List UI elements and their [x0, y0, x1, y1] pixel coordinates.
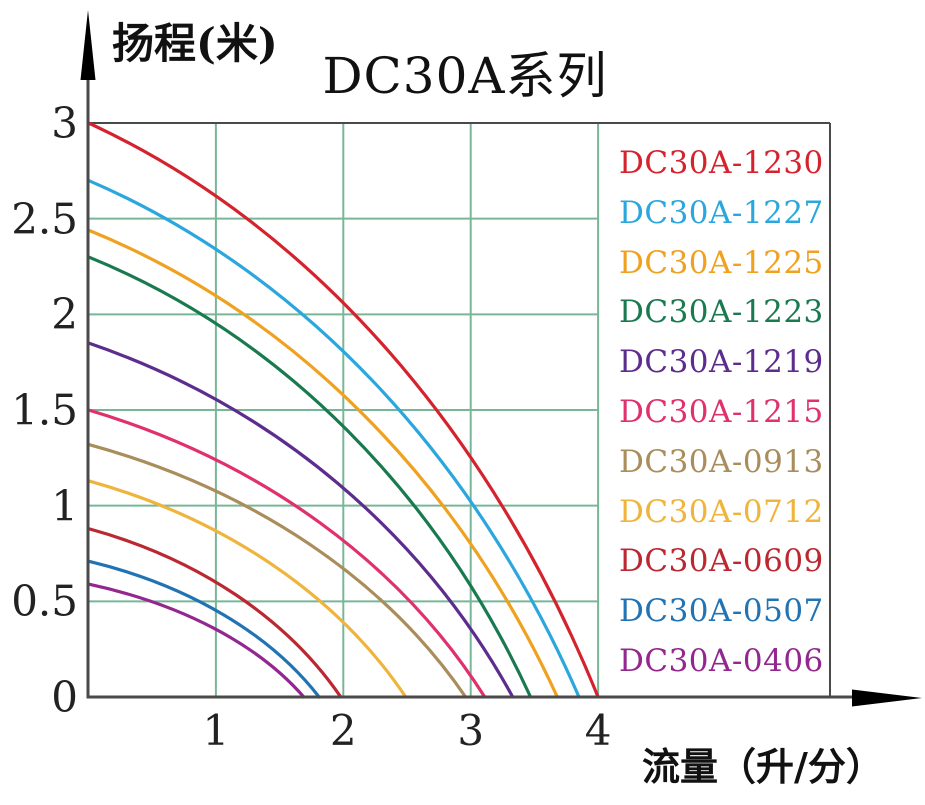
curve-DC30A-1219: [86, 341, 515, 699]
y-tick-label: 2.5: [11, 194, 78, 244]
x-axis-label: 流量（升/分）: [642, 744, 884, 789]
legend-item: DC30A-0507: [619, 593, 824, 630]
y-tick-label: 3: [51, 98, 78, 148]
legend-item: DC30A-1215: [619, 393, 824, 430]
x-tick-label: 1: [202, 706, 230, 755]
y-tick-label: 0.5: [11, 576, 78, 626]
curve-DC30A-1230: [86, 121, 600, 699]
y-tick-label: 1.5: [11, 385, 78, 435]
y-axis-label: 扬程(米): [112, 19, 278, 68]
x-axis-arrow-icon: [852, 689, 922, 707]
legend-item: DC30A-0712: [619, 493, 824, 530]
y-tick-label: 1: [51, 481, 78, 531]
legend: DC30A-1230 DC30A-1227 DC30A-1225 DC30A-1223…: [619, 139, 824, 687]
curve-DC30A-0507: [86, 559, 321, 699]
curve-DC30A-0406: [86, 582, 306, 699]
legend-item: DC30A-1223: [619, 294, 824, 331]
legend-item: DC30A-1230: [619, 145, 824, 181]
y-tick-label: 2: [51, 289, 78, 339]
legend-item: DC30A-0609: [619, 543, 824, 580]
y-axis-arrow-icon: [80, 10, 96, 80]
legend-item: DC30A-1227: [619, 194, 824, 231]
legend-item: DC30A-1225: [619, 244, 824, 281]
x-tick-label: 3: [457, 706, 485, 755]
curve-DC30A-0712: [86, 479, 408, 699]
x-tick-label: 4: [584, 706, 612, 755]
chart-title: DC30A系列: [322, 47, 608, 105]
curve-DC30A-1225: [86, 228, 559, 699]
x-tick-label: 2: [329, 706, 357, 755]
curve-DC30A-1223: [86, 255, 533, 699]
y-tick-label: 0: [51, 672, 78, 722]
legend-item: DC30A-0406: [619, 642, 824, 679]
legend-item: DC30A-1219: [619, 344, 824, 381]
curve-DC30A-1227: [86, 178, 581, 699]
curve-DC30A-0913: [86, 442, 468, 699]
legend-item: DC30A-0913: [619, 443, 824, 480]
curve-DC30A-1215: [86, 408, 487, 699]
curve-DC30A-0609: [86, 527, 343, 699]
